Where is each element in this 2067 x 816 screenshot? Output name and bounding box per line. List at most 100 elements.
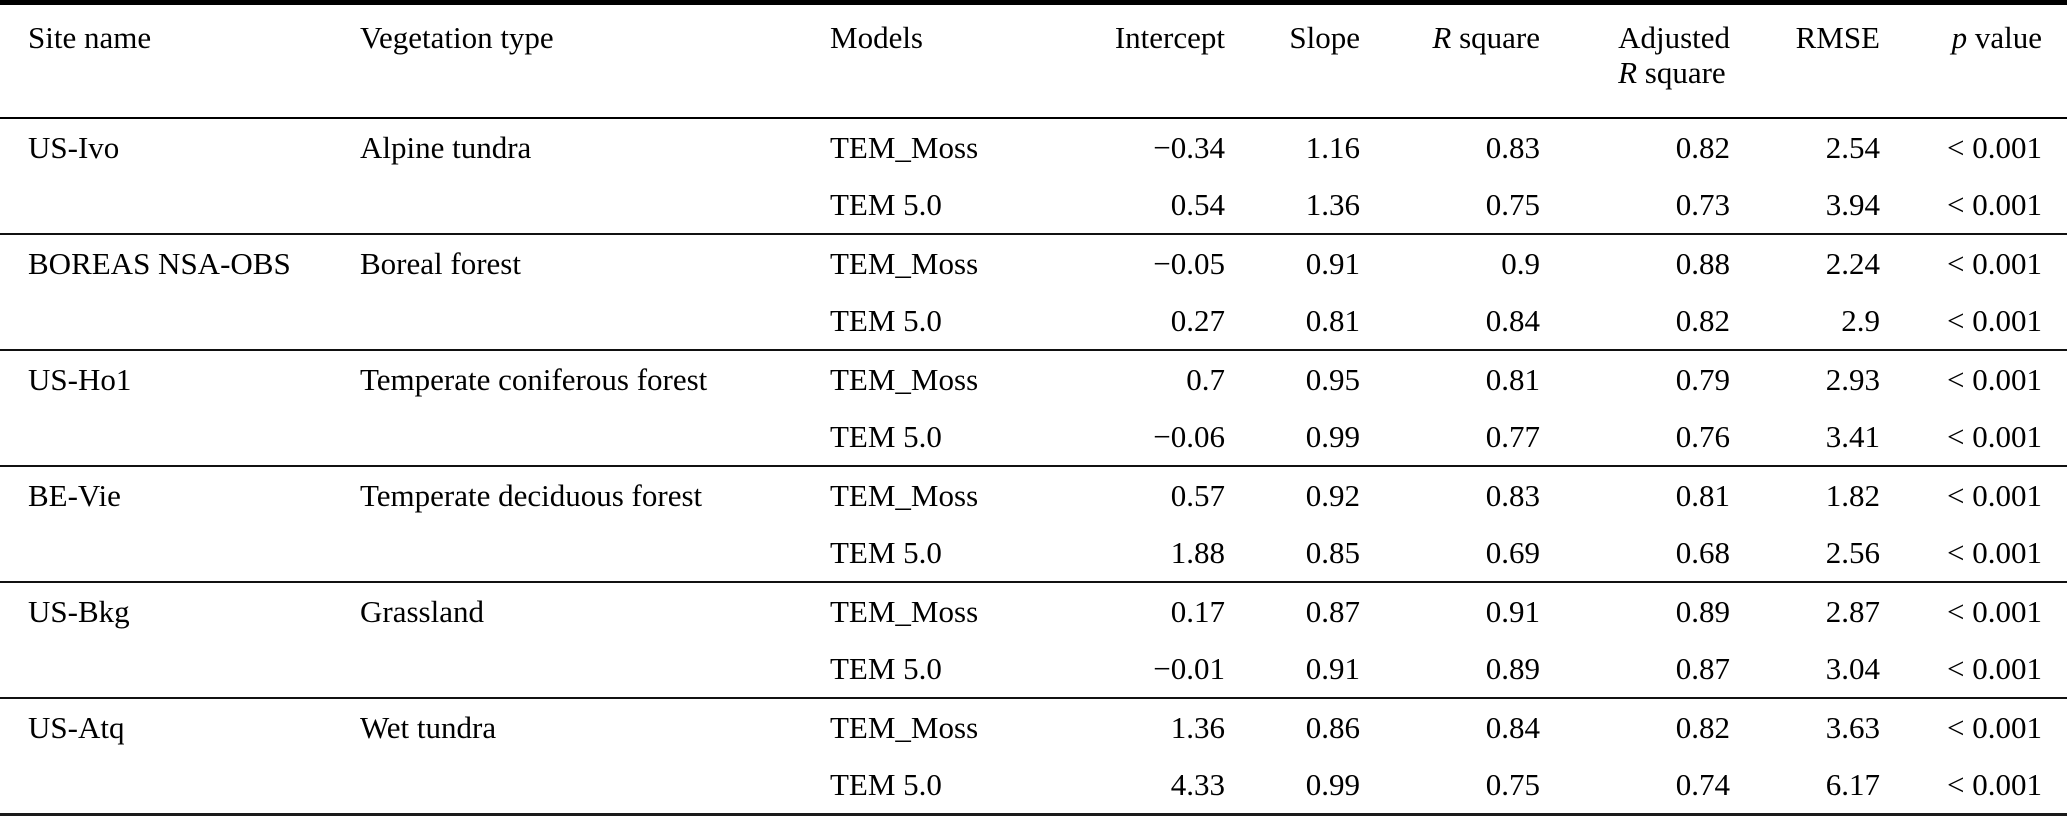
vegetation-type: Temperate deciduous forest: [360, 465, 830, 582]
site-name: BE-Vie: [0, 465, 360, 582]
model-name: TEM 5.0: [830, 535, 942, 570]
model-name: TEM 5.0: [830, 303, 942, 338]
adjusted-r-square-value: 0.89: [1540, 581, 1730, 640]
r-square-value: 0.75: [1485, 187, 1540, 222]
intercept-value: −0.01: [1153, 651, 1225, 686]
intercept-value: 0.57: [1065, 465, 1225, 524]
table-row: BOREAS NSA-OBS Boreal forest TEM_Moss −0…: [0, 233, 2067, 350]
col-header-r-square: R square: [1360, 2, 1540, 119]
vegetation-type: Wet tundra: [360, 697, 830, 815]
table-row: TEM 5.0 4.33 0.99 0.75 0.74 6.17 < 0.001: [0, 756, 2067, 815]
adjusted-r-square-value: 0.74: [1675, 767, 1730, 802]
rmse-value: 1.82: [1730, 465, 1880, 524]
rmse-value: 2.93: [1730, 349, 1880, 408]
intercept-value: 0.54: [1170, 187, 1225, 222]
col-header-adjusted-r-square: Adjusted R square: [1540, 2, 1730, 119]
p-value: < 0.001: [1880, 465, 2067, 524]
intercept-value: −0.34: [1153, 130, 1225, 165]
rmse-value: 6.17: [1825, 767, 1880, 802]
p-value: < 0.001: [1880, 697, 2067, 756]
table-row: US-Ho1 Temperate coniferous forest TEM_M…: [0, 349, 2067, 466]
adjusted-r-square-value: 0.79: [1540, 349, 1730, 408]
model-name: TEM_Moss: [830, 130, 979, 165]
r-square-value: 0.89: [1485, 651, 1540, 686]
slope-value: 1.36: [1305, 187, 1360, 222]
adjusted-word: square: [1644, 54, 1726, 90]
p-value: < 0.001: [1880, 233, 2067, 292]
adjusted-line1: Adjusted: [1618, 20, 1730, 55]
r-square-value: 0.83: [1485, 130, 1540, 165]
table-row: TEM 5.0 1.88 0.85 0.69 0.68 2.56 < 0.001: [0, 524, 2067, 582]
p-value: < 0.001: [1947, 651, 2042, 686]
slope-value: 0.99: [1305, 767, 1360, 802]
rmse-value: 2.9: [1841, 303, 1880, 338]
adjusted-r-square-lines: Adjusted R square: [1618, 20, 1730, 91]
table-row: US-Ivo Alpine tundra TEM_Moss −0.34 1.16…: [0, 118, 2067, 176]
intercept-value: −0.06: [1153, 419, 1225, 454]
site-name: US-Bkg: [0, 581, 360, 698]
r-square-value: 0.84: [1485, 303, 1540, 338]
col-header-rmse: RMSE: [1730, 2, 1880, 119]
site-block-us-atq: US-Atq Wet tundra TEM_Moss 1.36 0.86 0.8…: [0, 697, 2067, 815]
col-header-slope: Slope: [1225, 2, 1360, 119]
slope-value: 0.92: [1225, 465, 1360, 524]
p-value: < 0.001: [1947, 535, 2042, 570]
intercept-value: 0.17: [1065, 581, 1225, 640]
r-square-value: 0.91: [1360, 581, 1540, 640]
vegetation-type: Temperate coniferous forest: [360, 349, 830, 466]
rmse-value: 3.41: [1825, 419, 1880, 454]
intercept-value: 0.27: [1170, 303, 1225, 338]
vegetation-type: Boreal forest: [360, 233, 830, 350]
adjusted-italic-r: R: [1618, 54, 1637, 90]
adjusted-r-square-value: 0.81: [1540, 465, 1730, 524]
table-row: TEM 5.0 0.54 1.36 0.75 0.73 3.94 < 0.001: [0, 176, 2067, 234]
model-name: TEM_Moss: [830, 581, 1065, 640]
adjusted-r-square-value: 0.88: [1540, 233, 1730, 292]
model-name: TEM 5.0: [830, 767, 942, 802]
adjusted-r-square-value: 0.73: [1675, 187, 1730, 222]
model-name: TEM 5.0: [830, 419, 942, 454]
site-block-boreas-nsa-obs: BOREAS NSA-OBS Boreal forest TEM_Moss −0…: [0, 233, 2067, 350]
rmse-value: 2.24: [1730, 233, 1880, 292]
slope-value: 0.95: [1225, 349, 1360, 408]
intercept-value: 0.7: [1065, 349, 1225, 408]
model-name: TEM_Moss: [830, 697, 1065, 756]
table-row: BE-Vie Temperate deciduous forest TEM_Mo…: [0, 465, 2067, 582]
col-header-intercept: Intercept: [1065, 2, 1225, 119]
model-name: TEM 5.0: [830, 187, 942, 222]
r-square-value: 0.81: [1360, 349, 1540, 408]
r-square-value: 0.83: [1360, 465, 1540, 524]
rmse-value: 2.54: [1825, 130, 1880, 165]
col-header-vegetation-type: Vegetation type: [360, 2, 830, 119]
r-square-italic-r: R: [1432, 20, 1452, 55]
table-row: TEM 5.0 −0.06 0.99 0.77 0.76 3.41 < 0.00…: [0, 408, 2067, 466]
adjusted-r-square-value: 0.82: [1540, 697, 1730, 756]
rmse-value: 3.94: [1825, 187, 1880, 222]
r-square-value: 0.84: [1360, 697, 1540, 756]
r-square-value: 0.75: [1485, 767, 1540, 802]
site-name: US-Atq: [0, 697, 360, 815]
slope-value: 0.81: [1305, 303, 1360, 338]
model-name: TEM_Moss: [830, 349, 1065, 408]
adjusted-r-square-value: 0.68: [1675, 535, 1730, 570]
site-block-us-ivo: US-Ivo Alpine tundra TEM_Moss −0.34 1.16…: [0, 118, 2067, 234]
p-value: < 0.001: [1947, 419, 2042, 454]
vegetation-type: Grassland: [360, 581, 830, 698]
slope-value: 0.86: [1225, 697, 1360, 756]
adjusted-line2: R square: [1618, 54, 1730, 91]
intercept-value: 1.88: [1170, 535, 1225, 570]
table-row: TEM 5.0 −0.01 0.91 0.89 0.87 3.04 < 0.00…: [0, 640, 2067, 698]
intercept-value: 1.36: [1065, 697, 1225, 756]
intercept-value: −0.05: [1065, 233, 1225, 292]
r-square-value: 0.9: [1360, 233, 1540, 292]
p-value-italic-p: p: [1951, 20, 1968, 55]
col-header-p-value: p value: [1880, 2, 2067, 119]
site-block-us-bkg: US-Bkg Grassland TEM_Moss 0.17 0.87 0.91…: [0, 581, 2067, 698]
intercept-value: 4.33: [1170, 767, 1225, 802]
slope-value: 0.91: [1305, 651, 1360, 686]
adjusted-r-square-value: 0.82: [1675, 303, 1730, 338]
site-name: US-Ivo: [28, 130, 120, 165]
model-name: TEM 5.0: [830, 651, 942, 686]
